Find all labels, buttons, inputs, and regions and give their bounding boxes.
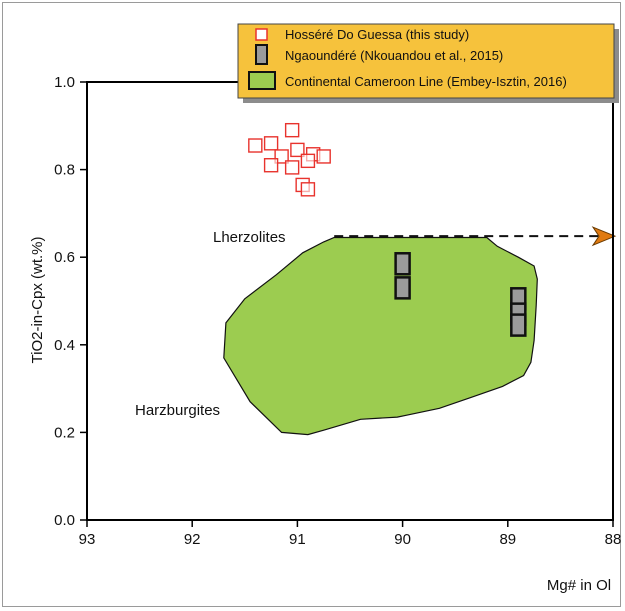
arrow-head — [591, 226, 617, 247]
annotation-harzburgites: Harzburgites — [135, 402, 220, 419]
legend-box — [237, 23, 615, 99]
hossere-point-11 — [300, 182, 316, 197]
legend: Hosséré Do Guessa (this study) Ngaoundér… — [237, 23, 619, 103]
legend-marker-gray-bar — [255, 44, 268, 65]
y-axis-label: TiO2-in-Cpx (wt.%) — [29, 237, 46, 364]
hossere-point-8 — [263, 158, 279, 173]
cameroon-line-field-layer — [223, 236, 538, 436]
x-tick-label-1: 92 — [184, 531, 201, 548]
y-ticks: 0.0 0.2 0.4 0.6 0.8 1.0 — [54, 74, 87, 529]
y-tick-label-3: 0.6 — [54, 249, 75, 266]
ngaoundere-point-1 — [394, 276, 411, 300]
annotation-lherzolites: Lherzolites — [213, 229, 286, 246]
cameroon-line-field — [223, 236, 538, 436]
x-tick-label-5: 88 — [605, 531, 622, 548]
hossere-point-7 — [300, 153, 316, 169]
hossere-point-3 — [290, 142, 305, 158]
legend-marker-green-field — [248, 71, 276, 90]
y-tick-label-4: 0.8 — [54, 162, 75, 179]
x-tick-label-3: 90 — [394, 531, 411, 548]
hossere-point-0 — [284, 122, 300, 138]
arrow-layer — [334, 226, 617, 247]
x-ticks: 93 92 91 90 89 88 — [79, 520, 622, 548]
hossere-point-1 — [248, 138, 263, 153]
hossere-point-6 — [274, 149, 289, 164]
hossere-point-5 — [316, 149, 331, 164]
hossere-point-9 — [284, 160, 300, 175]
x-tick-label-0: 93 — [79, 531, 96, 548]
ngaoundere-point-0 — [394, 252, 411, 276]
legend-label-cameroon-line: Continental Cameroon Line (Embey-Isztin,… — [285, 74, 567, 89]
x-tick-label-4: 89 — [499, 531, 516, 548]
x-axis-label: Mg# in Ol — [547, 577, 611, 594]
legend-label-ngaoundere: Ngaoundéré (Nkouandou et al., 2015) — [285, 48, 503, 63]
hossere-point-2 — [263, 136, 279, 151]
legend-label-hossere: Hosséré Do Guessa (this study) — [285, 27, 469, 42]
points-layer — [248, 122, 527, 337]
y-tick-label-0: 0.0 — [54, 512, 75, 529]
y-tick-label-2: 0.4 — [54, 337, 75, 354]
ngaoundere-point-4 — [510, 313, 527, 337]
y-tick-label-5: 1.0 — [54, 74, 75, 91]
x-tick-label-2: 91 — [289, 531, 306, 548]
y-tick-label-1: 0.2 — [54, 424, 75, 441]
legend-marker-open-square — [255, 28, 268, 41]
